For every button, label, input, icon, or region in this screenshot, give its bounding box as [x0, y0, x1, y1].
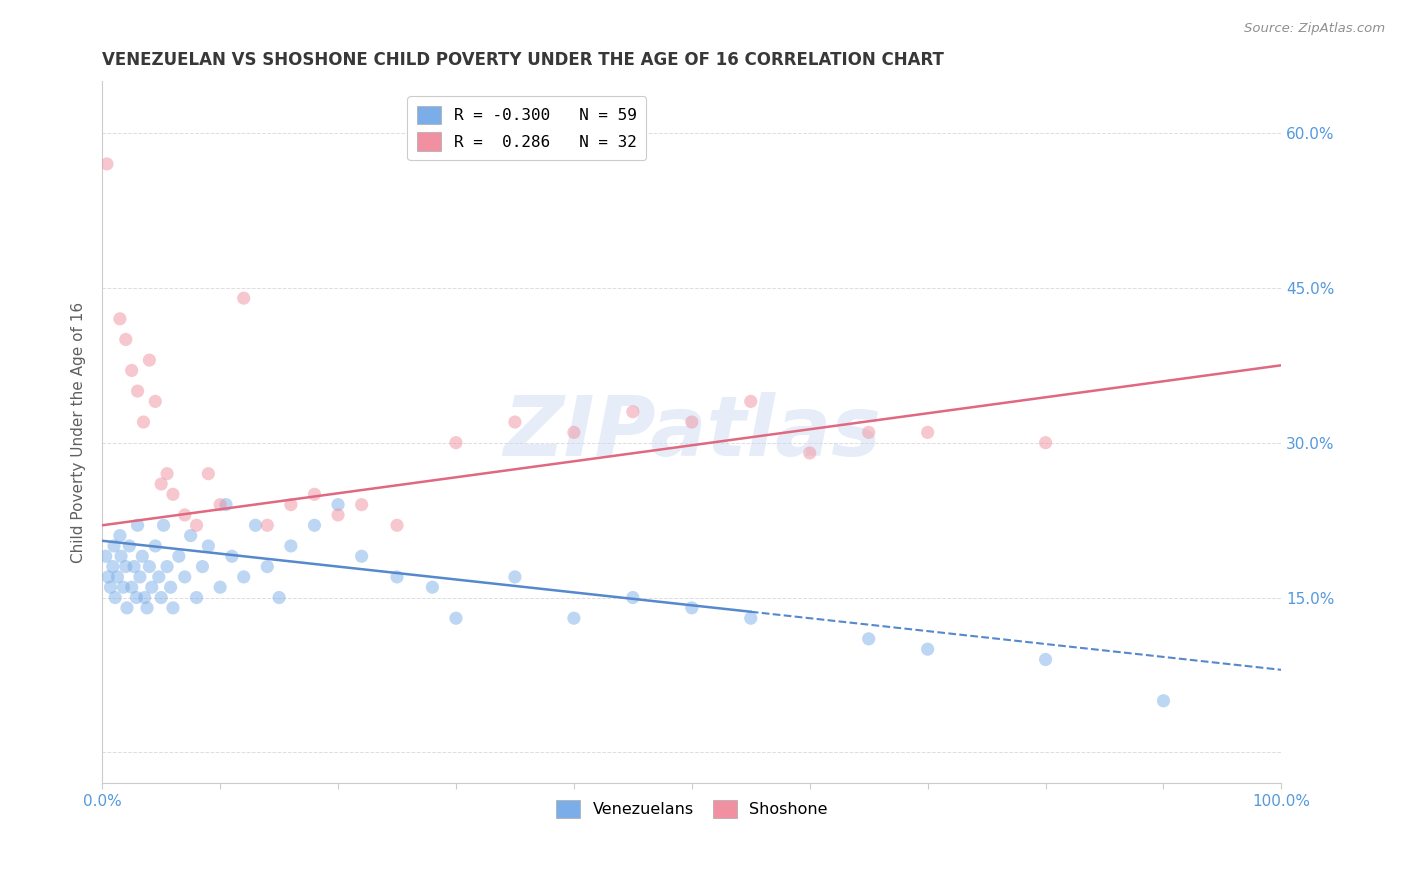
Point	[134, 591, 156, 605]
Y-axis label: Child Poverty Under the Age of 16: Child Poverty Under the Age of 16	[72, 301, 86, 563]
Point	[129, 570, 152, 584]
Point	[162, 600, 184, 615]
Point	[1153, 694, 1175, 708]
Point	[422, 580, 444, 594]
Point	[114, 559, 136, 574]
Point	[148, 570, 170, 584]
Point	[156, 467, 179, 481]
Point	[97, 570, 120, 584]
Point	[107, 570, 129, 584]
Point	[280, 539, 302, 553]
Point	[209, 498, 232, 512]
Point	[162, 487, 184, 501]
Point	[186, 518, 208, 533]
Point	[118, 539, 141, 553]
Point	[385, 518, 408, 533]
Point	[740, 394, 762, 409]
Point	[215, 498, 238, 512]
Point	[138, 353, 160, 368]
Point	[232, 291, 254, 305]
Point	[209, 580, 232, 594]
Point	[256, 518, 278, 533]
Point	[180, 528, 202, 542]
Point	[108, 528, 131, 542]
Point	[132, 415, 155, 429]
Point	[104, 591, 127, 605]
Point	[141, 580, 163, 594]
Point	[127, 518, 149, 533]
Point	[503, 570, 526, 584]
Point	[562, 611, 585, 625]
Point	[917, 642, 939, 657]
Point	[1035, 652, 1057, 666]
Point	[799, 446, 821, 460]
Point	[917, 425, 939, 440]
Point	[150, 477, 173, 491]
Point	[127, 384, 149, 398]
Point	[280, 498, 302, 512]
Point	[267, 591, 290, 605]
Point	[159, 580, 181, 594]
Point	[350, 549, 373, 564]
Point	[197, 467, 219, 481]
Text: VENEZUELAN VS SHOSHONE CHILD POVERTY UNDER THE AGE OF 16 CORRELATION CHART: VENEZUELAN VS SHOSHONE CHILD POVERTY UND…	[103, 51, 943, 69]
Point	[681, 415, 703, 429]
Text: Source: ZipAtlas.com: Source: ZipAtlas.com	[1244, 22, 1385, 36]
Point	[503, 415, 526, 429]
Point	[138, 559, 160, 574]
Point	[100, 580, 122, 594]
Point	[152, 518, 174, 533]
Point	[858, 425, 880, 440]
Point	[621, 591, 644, 605]
Point	[186, 591, 208, 605]
Point	[385, 570, 408, 584]
Point	[740, 611, 762, 625]
Point	[326, 508, 349, 522]
Point	[444, 611, 467, 625]
Point	[131, 549, 153, 564]
Point	[114, 333, 136, 347]
Point	[136, 600, 159, 615]
Point	[444, 435, 467, 450]
Point	[143, 539, 166, 553]
Point	[173, 508, 195, 522]
Point	[621, 405, 644, 419]
Point	[1035, 435, 1057, 450]
Point	[221, 549, 243, 564]
Point	[108, 311, 131, 326]
Point	[858, 632, 880, 646]
Point	[121, 580, 143, 594]
Point	[96, 157, 118, 171]
Point	[167, 549, 190, 564]
Point	[245, 518, 267, 533]
Point	[122, 559, 145, 574]
Legend: Venezuelans, Shoshone: Venezuelans, Shoshone	[550, 793, 834, 824]
Point	[103, 539, 125, 553]
Point	[681, 600, 703, 615]
Point	[156, 559, 179, 574]
Text: ZIPatlas: ZIPatlas	[503, 392, 880, 473]
Point	[112, 580, 135, 594]
Point	[121, 363, 143, 377]
Point	[110, 549, 132, 564]
Point	[232, 570, 254, 584]
Point	[125, 591, 148, 605]
Point	[562, 425, 585, 440]
Point	[304, 487, 326, 501]
Point	[94, 549, 117, 564]
Point	[143, 394, 166, 409]
Point	[326, 498, 349, 512]
Point	[256, 559, 278, 574]
Point	[101, 559, 124, 574]
Point	[191, 559, 214, 574]
Point	[115, 600, 138, 615]
Point	[150, 591, 173, 605]
Point	[197, 539, 219, 553]
Point	[173, 570, 195, 584]
Point	[350, 498, 373, 512]
Point	[304, 518, 326, 533]
